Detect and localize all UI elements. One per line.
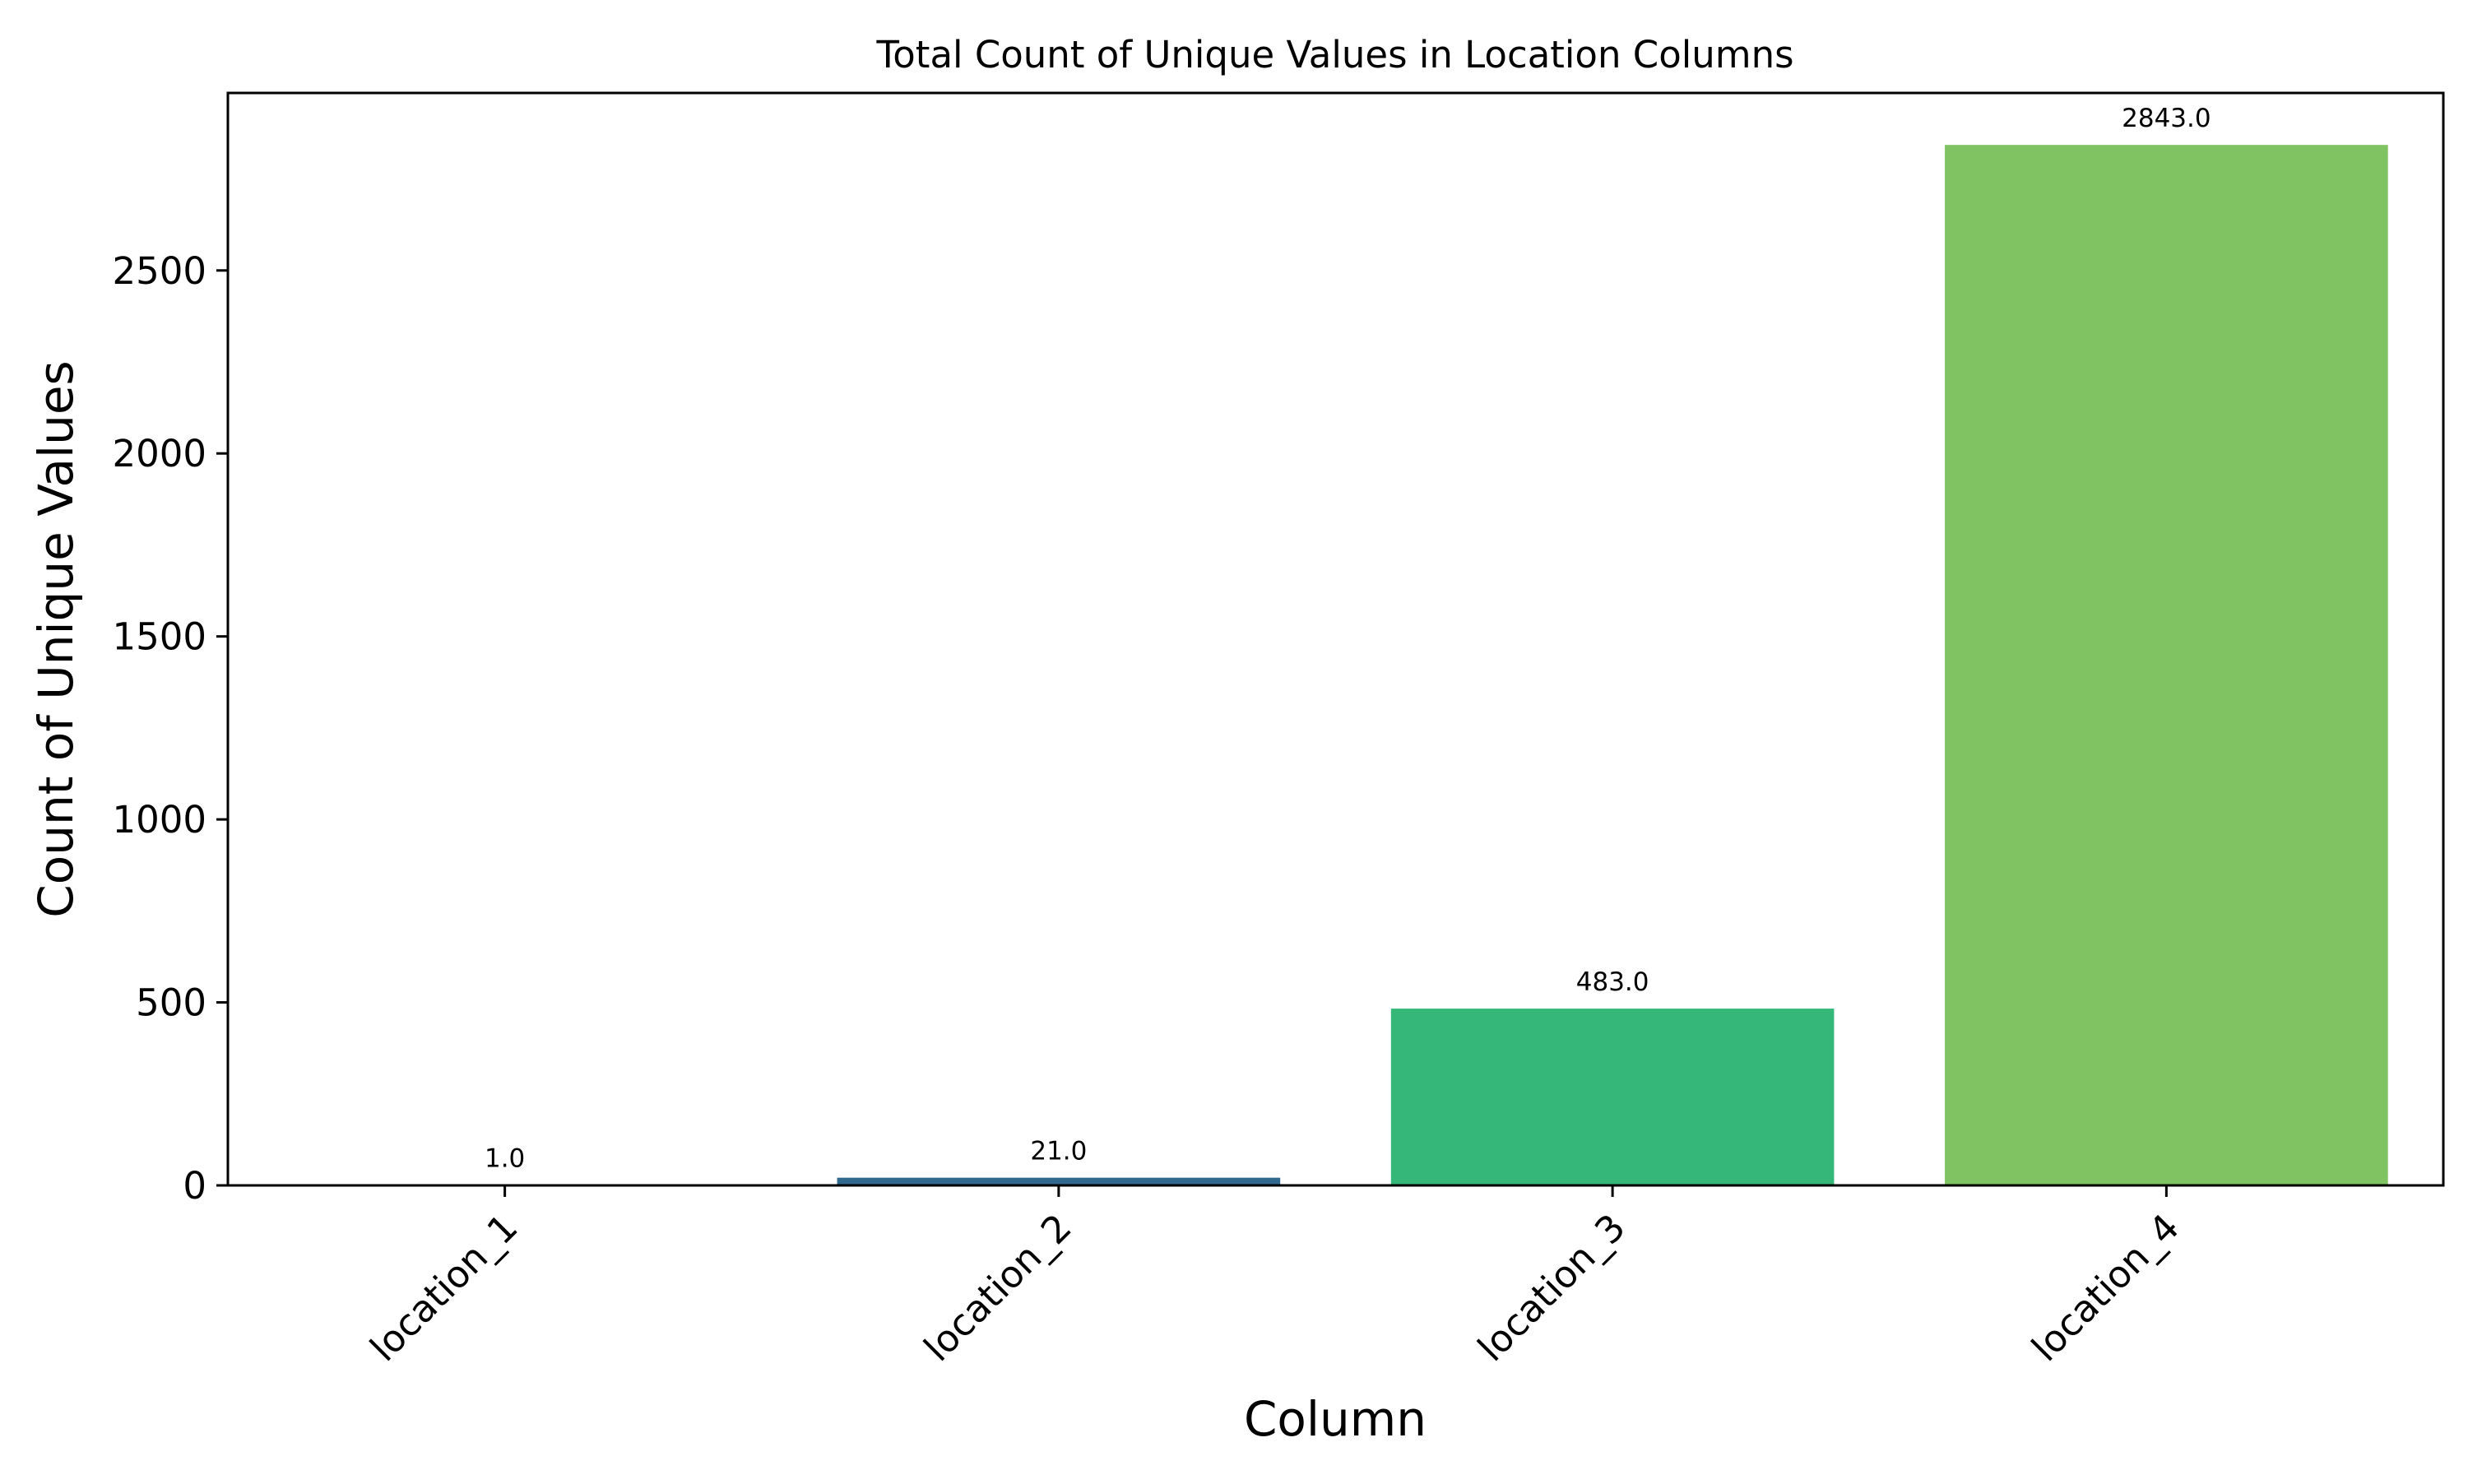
value-label-location_3: 483.0 <box>1576 967 1649 997</box>
y-axis-label: Count of Unique Values <box>28 360 84 918</box>
y-tick-label-2000: 2000 <box>112 432 206 475</box>
value-label-location_1: 1.0 <box>485 1144 525 1174</box>
bar-location_4 <box>1945 145 2388 1185</box>
x-tick-label-location_3: location_3 <box>1469 1205 1634 1370</box>
chart-title: Total Count of Unique Values in Location… <box>875 33 1793 77</box>
y-tick-label-1500: 1500 <box>112 615 206 659</box>
y-tick-label-2500: 2500 <box>112 249 206 293</box>
value-label-location_2: 21.0 <box>1030 1137 1087 1166</box>
x-tick-label-location_2: location_2 <box>916 1205 1080 1370</box>
value-label-location_4: 2843.0 <box>2122 104 2211 133</box>
x-tick-label-location_1: location_1 <box>362 1205 527 1370</box>
x-tick-label-location_4: location_4 <box>2023 1205 2187 1370</box>
y-tick-label-0: 0 <box>183 1164 206 1208</box>
y-tick-label-1000: 1000 <box>112 798 206 842</box>
y-axis: 0 500 1000 1500 2000 2500 <box>112 249 228 1208</box>
x-axis: location_1 location_2 location_3 location_4 <box>362 1185 2188 1370</box>
y-tick-label-500: 500 <box>136 981 206 1025</box>
x-axis-label: Column <box>1244 1391 1427 1447</box>
bars-layer <box>283 145 2387 1185</box>
bar-location_3 <box>1391 1009 1835 1185</box>
